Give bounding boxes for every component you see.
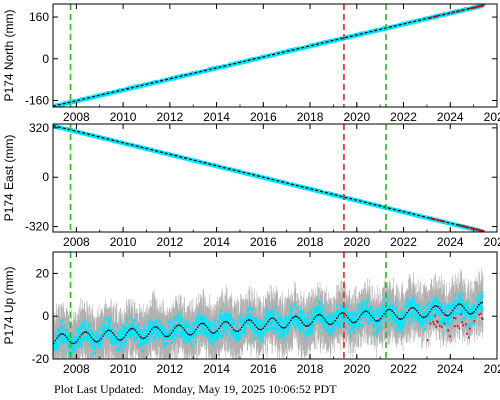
x-tick-label: 2008 [63, 362, 90, 376]
x-tick-label: 2024 [437, 362, 464, 376]
footer-label: Plot Last Updated: [54, 382, 144, 396]
y-axis-title: P174 East (mm) [2, 135, 16, 222]
panel-1: 2008 2010 2012 2014 2016 2018 2020 2022 2024 2026… [2, 3, 500, 124]
y-tick-label: -20 [32, 352, 50, 366]
x-tick-label: 2012 [156, 362, 183, 376]
x-tick-label: 2018 [297, 110, 324, 124]
plot-updated-footer: Plot Last Updated: Monday, May 19, 2025 … [54, 382, 337, 397]
observation-points [53, 291, 484, 355]
plot-area [53, 124, 485, 232]
y-axis-title: P174 Up (mm) [2, 266, 16, 344]
plot-area [53, 4, 485, 107]
y-tick-label: 0 [42, 309, 49, 323]
x-tick-label: 2012 [156, 235, 183, 249]
y-tick-label: 0 [42, 170, 49, 184]
panel-2: 2008 2010 2012 2014 2016 2018 2020 2022 2024 2026… [2, 121, 500, 249]
x-tick-label: 2026 [484, 362, 500, 376]
x-tick-label: 2018 [297, 362, 324, 376]
x-tick-label: 2020 [343, 235, 370, 249]
x-tick-label: 2026 [484, 235, 500, 249]
y-tick-label: 320 [29, 121, 49, 135]
y-tick-label: -160 [25, 93, 49, 107]
x-tick-label: 2010 [110, 110, 137, 124]
x-tick-label: 2014 [203, 110, 230, 124]
model-line [53, 4, 484, 107]
x-tick-label: 2014 [203, 362, 230, 376]
x-tick-label: 2018 [297, 235, 324, 249]
x-tick-label: 2022 [390, 362, 417, 376]
model-line [53, 301, 483, 345]
x-tick-label: 2010 [110, 235, 137, 249]
y-axis-title: P174 North (mm) [2, 9, 16, 101]
x-tick-label: 2022 [390, 110, 417, 124]
panel-frame [52, 3, 498, 108]
panel-3: 2008 2010 2012 2014 2016 2018 2020 2022 2024 2026… [2, 251, 500, 376]
y-tick-label: 20 [36, 266, 50, 280]
x-tick-label: 2016 [250, 362, 277, 376]
recent-points [426, 312, 484, 342]
x-tick-label: 2008 [63, 110, 90, 124]
footer-timestamp: Monday, May 19, 2025 10:06:52 PDT [153, 382, 337, 396]
panel-frame [52, 123, 498, 233]
y-tick-label: -320 [25, 220, 49, 234]
x-tick-label: 2016 [250, 235, 277, 249]
panel-frame [52, 251, 498, 360]
x-tick-label: 2012 [156, 110, 183, 124]
x-tick-label: 2024 [437, 110, 464, 124]
x-tick-label: 2026 [484, 110, 500, 124]
x-tick-label: 2014 [203, 235, 230, 249]
x-tick-label: 2008 [63, 235, 90, 249]
x-tick-label: 2010 [110, 362, 137, 376]
recent-points [429, 4, 485, 19]
x-tick-label: 2020 [343, 362, 370, 376]
model-line [53, 124, 484, 232]
y-tick-label: 0 [42, 52, 49, 66]
x-tick-label: 2022 [390, 235, 417, 249]
x-tick-label: 2020 [343, 110, 370, 124]
x-tick-label: 2016 [250, 110, 277, 124]
plot-area [53, 268, 484, 359]
x-tick-label: 2024 [437, 235, 464, 249]
y-tick-label: 160 [29, 10, 49, 24]
recent-points [430, 217, 485, 232]
